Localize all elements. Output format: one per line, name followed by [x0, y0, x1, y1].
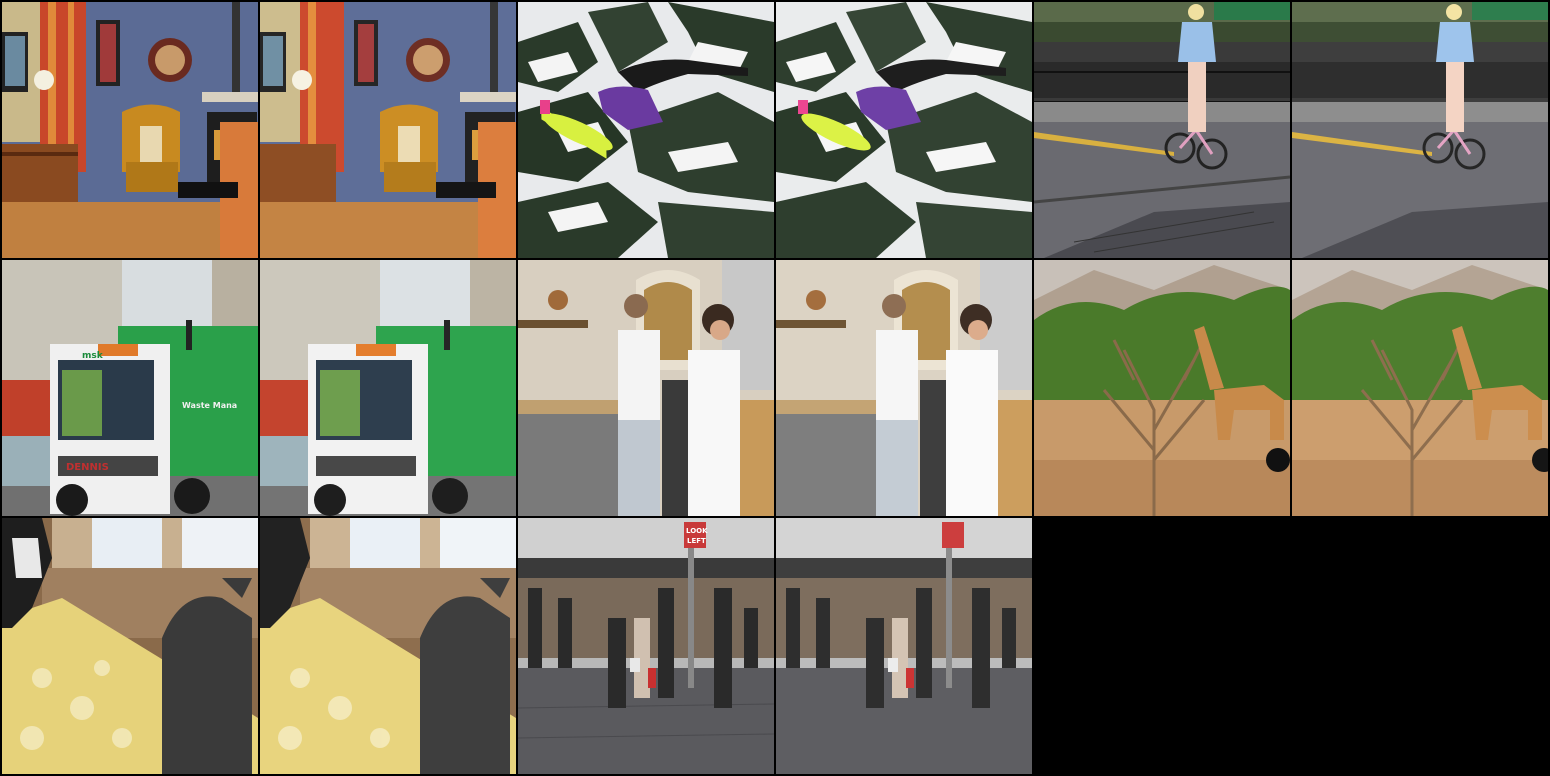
- truck-side-text: Waste Mana: [182, 401, 237, 410]
- cats-window-seat-reconstruction-image: [260, 518, 516, 774]
- truck-logo-text: msk: [82, 351, 104, 361]
- garbage-truck-original-image: DENNIS msk Waste Mana: [2, 260, 258, 516]
- truck-brand-text: DENNIS: [66, 462, 109, 473]
- pedestrians-street-reconstruction-image: [776, 518, 1032, 774]
- kitchen-chefs-reconstruction-image: [776, 260, 1032, 516]
- pedestrians-street-original-image: LOOK LEFT: [518, 518, 774, 774]
- street-sign-word-1: LOOK: [686, 527, 708, 535]
- garbage-truck-reconstruction-image: [260, 260, 516, 516]
- snowboarder-original-image: [518, 2, 774, 258]
- giraffe-reconstruction-image: [1292, 260, 1548, 516]
- living-room-reconstruction-image: [260, 2, 516, 258]
- cyclist-original-image: [1034, 2, 1290, 258]
- snowboarder-reconstruction-image: [776, 2, 1032, 258]
- cats-window-seat-original-image: [2, 518, 258, 774]
- cyclist-reconstruction-image: [1292, 2, 1548, 258]
- kitchen-chefs-original-image: [518, 260, 774, 516]
- living-room-original-image: [2, 2, 258, 258]
- street-sign-word-2: LEFT: [687, 537, 706, 545]
- giraffe-original-image: [1034, 260, 1290, 516]
